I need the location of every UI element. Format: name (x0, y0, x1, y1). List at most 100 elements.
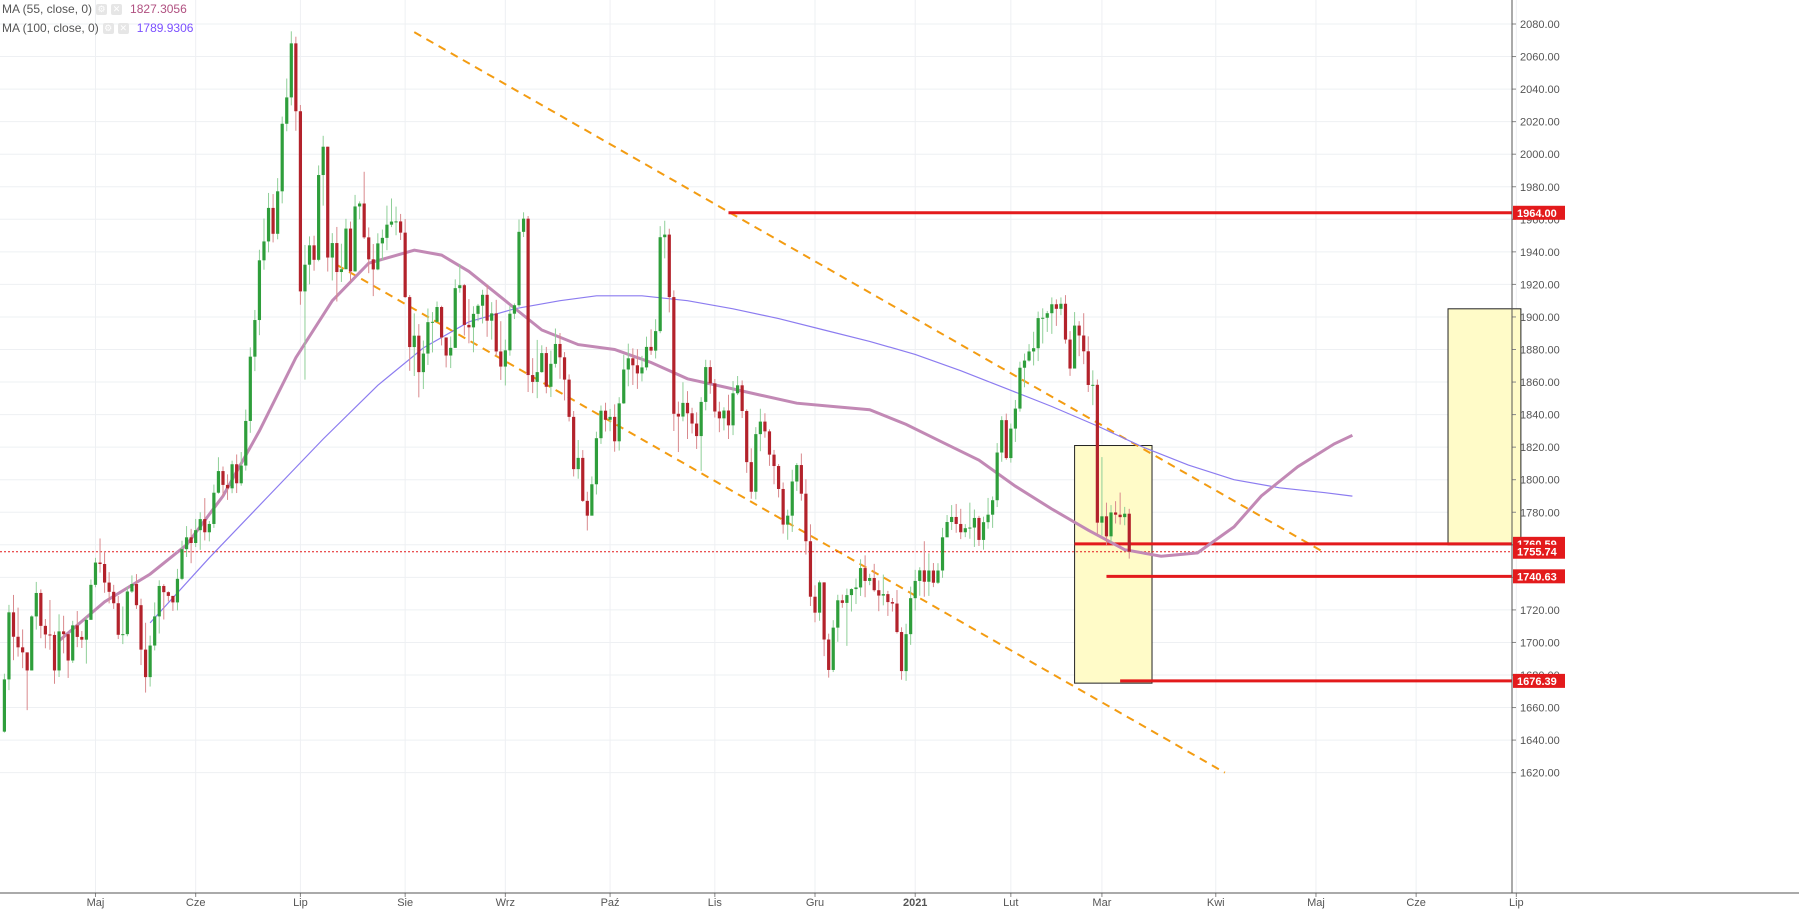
candle-body (335, 243, 338, 272)
candle-body (590, 484, 593, 515)
candle-body (149, 646, 152, 678)
legend-ma100: MA (100, close, 0) ⚙ ✕ 1789.9306 (2, 21, 193, 35)
candle-body (1027, 351, 1030, 360)
candle-body (208, 524, 211, 532)
candle-body (945, 522, 948, 537)
candle-body (763, 422, 766, 432)
candle-body (804, 494, 807, 542)
candle-body (271, 208, 274, 234)
candle-body (800, 465, 803, 494)
candle-body (171, 596, 174, 603)
settings-icon[interactable]: ⚙ (96, 4, 107, 15)
y-tick-label: 1660.00 (1520, 703, 1560, 715)
candle-body (517, 232, 520, 305)
candle-body (317, 175, 320, 260)
candle-body (490, 313, 493, 320)
candle-body (1068, 340, 1071, 369)
candle-body (1009, 429, 1012, 458)
candle-body (454, 288, 457, 348)
close-icon[interactable]: ✕ (118, 23, 129, 34)
candle-body (955, 517, 958, 524)
candle-body (672, 297, 675, 414)
y-tick-label: 1840.00 (1520, 410, 1560, 422)
candle-body (663, 235, 666, 238)
y-tick-label: 2020.00 (1520, 117, 1560, 129)
candle-body (153, 616, 156, 645)
candle-body (604, 411, 607, 420)
y-tick-label: 1640.00 (1520, 735, 1560, 747)
candle-body (162, 586, 165, 592)
candle-body (57, 631, 60, 670)
candle-body (53, 635, 56, 670)
candle-body (686, 403, 689, 413)
candle-body (558, 344, 561, 357)
candle-body (1018, 368, 1021, 409)
candle-body (504, 350, 507, 366)
candle-body (1046, 313, 1049, 318)
candle-body (1123, 514, 1126, 517)
candle-body (139, 605, 142, 649)
candle-body (513, 305, 516, 313)
candle-body (1005, 420, 1008, 458)
candle-body (527, 219, 530, 375)
price-axis[interactable]: 1620.001640.001660.001680.001700.001720.… (1512, 0, 1560, 893)
candle-body (741, 385, 744, 411)
x-tick-label: Lis (708, 897, 723, 909)
candle-body (895, 604, 898, 632)
candle-body (472, 314, 475, 328)
candle-body (481, 295, 484, 306)
candle-body (659, 237, 662, 331)
highlight-box (1448, 309, 1521, 545)
candle-body (322, 147, 325, 175)
candle-body (108, 583, 111, 592)
candle-body (1000, 420, 1003, 452)
candle-body (98, 563, 101, 564)
y-tick-label: 1980.00 (1520, 182, 1560, 194)
candle-body (1119, 515, 1122, 517)
candle-body (1050, 304, 1053, 313)
candle-body (859, 568, 862, 587)
candle-body (845, 595, 848, 603)
candle-body (909, 598, 912, 634)
x-tick-label: Kwi (1207, 897, 1225, 909)
x-tick-label: Cze (1406, 897, 1426, 909)
time-axis[interactable]: Maj Cze Lip Sie Wrz Paź Lis Gru 2021 Lut Mar Kwi Maj… (0, 893, 1799, 909)
x-tick-label: Lip (1509, 897, 1524, 909)
candle-body (190, 537, 193, 543)
y-tick-label: 1860.00 (1520, 377, 1560, 389)
y-tick-label: 1880.00 (1520, 345, 1560, 357)
candle-body (121, 634, 124, 635)
y-tick-label: 1620.00 (1520, 768, 1560, 780)
candle-body (249, 357, 252, 421)
candle-body (627, 358, 630, 369)
candle-body (445, 337, 448, 355)
candle-body (281, 124, 284, 192)
candle-body (1100, 516, 1103, 522)
candle-body (996, 453, 999, 501)
candle-body (417, 336, 420, 372)
x-tick-label: Lut (1003, 897, 1018, 909)
y-tick-label: 1900.00 (1520, 312, 1560, 324)
y-tick-label: 1720.00 (1520, 605, 1560, 617)
candle-body (16, 637, 19, 648)
candle-body (823, 582, 826, 639)
candle-body (841, 600, 844, 603)
candle-body (700, 402, 703, 436)
candle-body (435, 307, 438, 322)
candle-body (950, 517, 953, 522)
candle-body (577, 458, 580, 469)
close-icon[interactable]: ✕ (111, 4, 122, 15)
candle-body (649, 347, 652, 351)
settings-icon[interactable]: ⚙ (103, 23, 114, 34)
candle-body (1055, 304, 1058, 309)
candle-body (180, 549, 183, 579)
candle-body (135, 584, 138, 605)
candle-body (832, 628, 835, 670)
candle-body (390, 222, 393, 225)
candle-body (71, 625, 74, 660)
candle-body (1082, 336, 1085, 352)
candle-body (772, 455, 775, 466)
candle-body (385, 225, 388, 238)
candle-body (404, 233, 407, 297)
